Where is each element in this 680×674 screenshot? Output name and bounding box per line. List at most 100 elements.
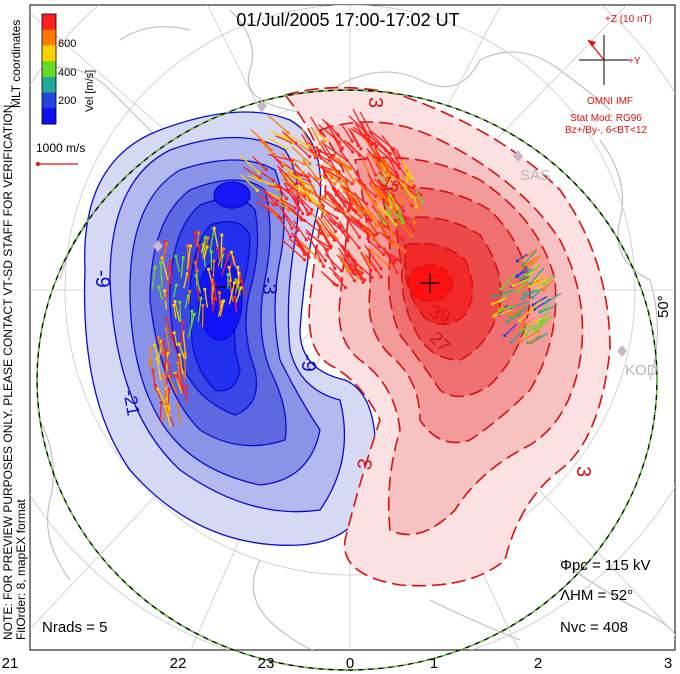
vector-origin <box>226 272 230 277</box>
velocity-vector <box>342 125 353 142</box>
velocity-vector <box>348 128 359 147</box>
velocity-vector <box>181 321 184 347</box>
vector-origin <box>308 155 312 159</box>
vector-origin <box>167 387 171 391</box>
colorbar-segment <box>42 45 56 62</box>
velocity-vector <box>197 297 202 323</box>
vector-origin <box>333 229 338 233</box>
vector-origin <box>153 265 157 269</box>
velocity-vector <box>509 307 523 317</box>
velocity-vector <box>516 253 528 262</box>
colorbar-tick: 400 <box>58 67 76 79</box>
velocity-vector <box>170 334 178 354</box>
velocity-vector <box>536 278 549 290</box>
velocity-vector <box>504 323 517 337</box>
imf-z-label: +Z (10 nT) <box>605 14 652 25</box>
velocity-vector <box>368 247 389 267</box>
vector-origin <box>393 259 397 263</box>
vector-origin <box>164 242 169 246</box>
vector-origin <box>353 272 357 277</box>
velocity-vector <box>365 192 381 214</box>
velocity-vector <box>315 219 332 247</box>
vector-origin <box>511 284 515 288</box>
velocity-vector <box>300 126 314 150</box>
vector-origin <box>272 153 276 157</box>
velocity-vector <box>347 218 370 236</box>
velocity-vector <box>339 185 359 201</box>
vector-origin <box>257 171 261 175</box>
vector-origin <box>395 183 399 188</box>
vector-origin <box>357 246 361 250</box>
vector-origin <box>176 361 180 365</box>
velocity-vector <box>339 224 360 249</box>
velocity-vector <box>307 199 322 208</box>
velocity-vector <box>384 203 391 214</box>
vector-origin <box>324 138 328 142</box>
vector-origin <box>344 183 348 187</box>
vector-origin <box>412 221 416 225</box>
contour-label: 15 <box>379 173 403 197</box>
vector-origin <box>308 212 312 216</box>
vector-origin <box>503 334 507 338</box>
velocity-vector <box>326 124 343 149</box>
vector-origin <box>339 269 343 273</box>
contour-label: 3 <box>364 97 386 108</box>
vector-origin <box>157 285 161 289</box>
vector-origin <box>386 263 390 268</box>
vector-origin <box>369 263 373 267</box>
vector-origin <box>401 220 405 224</box>
vector-origin <box>307 256 311 260</box>
velocity-vector <box>167 388 170 406</box>
vector-origin <box>161 340 165 344</box>
vector-origin <box>190 309 194 313</box>
vector-origin <box>169 259 173 263</box>
vector-origin <box>521 263 525 267</box>
vector-origin <box>275 203 279 207</box>
vector-origin <box>323 211 327 215</box>
station-label-sas: SAS <box>520 167 550 184</box>
velocity-vector <box>344 258 354 274</box>
velocity-vector <box>169 266 172 281</box>
vector-origin <box>335 216 339 220</box>
velocity-vector <box>187 260 191 281</box>
velocity-vector <box>276 158 303 176</box>
vector-origin <box>197 244 201 248</box>
velocity-vector <box>188 290 191 305</box>
vector-origin <box>515 259 520 263</box>
velocity-vector <box>302 159 319 180</box>
colorbar-segment <box>42 92 56 109</box>
colorbar-segment <box>42 61 56 78</box>
vector-origin <box>328 246 332 250</box>
vector-origin <box>290 159 294 163</box>
vector-origin <box>405 177 409 182</box>
vector-origin <box>499 308 503 312</box>
vector-origin <box>340 277 344 281</box>
velocity-vector <box>517 266 528 277</box>
vector-origin <box>347 167 351 171</box>
vector-origin <box>528 282 532 286</box>
velocity-vector <box>307 172 321 186</box>
velocity-vector <box>367 219 379 235</box>
velocity-vector <box>162 243 168 261</box>
velocity-vector <box>322 245 336 270</box>
velocity-vector <box>382 213 395 237</box>
velocity-vector <box>158 286 163 300</box>
vector-origin <box>163 289 167 293</box>
velocity-vector <box>535 316 548 322</box>
velocity-vector <box>388 192 399 209</box>
vector-origin <box>227 253 231 257</box>
velocity-vector <box>388 197 392 209</box>
vector-origin <box>304 197 308 201</box>
vector-origin <box>159 400 163 405</box>
vector-origin <box>401 237 405 241</box>
vector-origin <box>395 270 399 275</box>
velocity-vector <box>285 171 302 180</box>
fit-order-label: FitOrder: 8, mapEX format <box>14 499 28 640</box>
velocity-vector <box>325 211 341 228</box>
vector-origin <box>217 291 221 295</box>
vector-origin <box>369 268 373 272</box>
vector-origin <box>333 266 337 270</box>
vector-origin <box>335 283 339 287</box>
velocity-vector <box>221 254 230 276</box>
vector-origin <box>360 214 364 218</box>
